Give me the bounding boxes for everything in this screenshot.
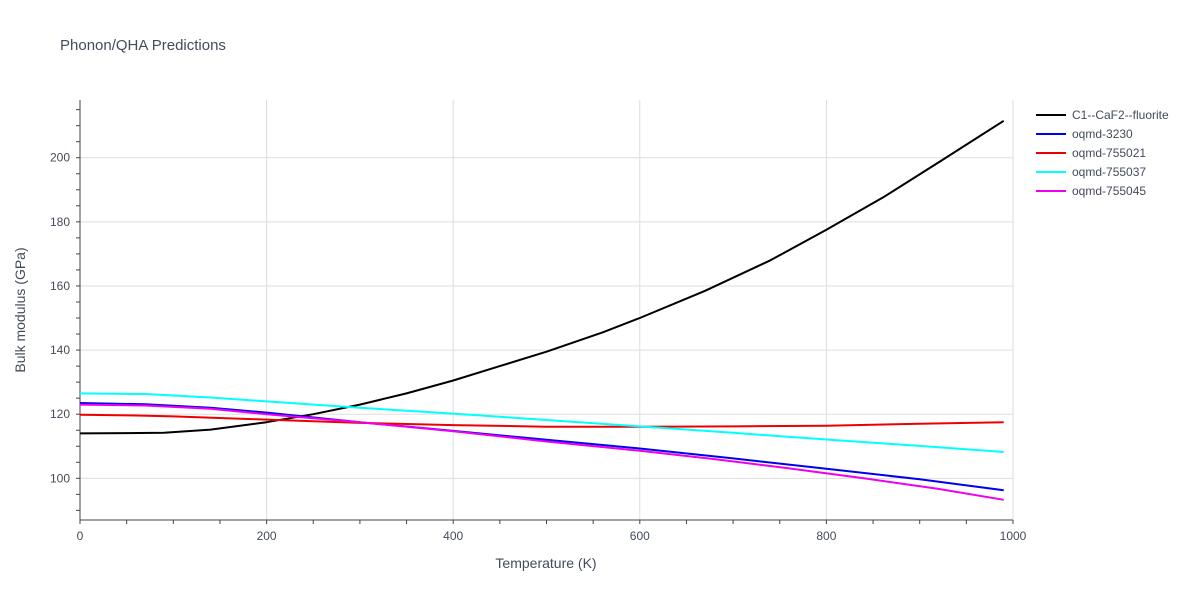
legend-label: oqmd-3230 xyxy=(1072,127,1133,141)
y-tick-label: 160 xyxy=(50,279,70,293)
x-tick-label: 800 xyxy=(816,529,836,543)
chart-title: Phonon/QHA Predictions xyxy=(60,37,226,54)
y-tick-label: 100 xyxy=(50,471,70,485)
y-tick-label: 140 xyxy=(50,343,70,357)
series-line xyxy=(79,392,1004,453)
y-tick-label: 180 xyxy=(50,215,70,229)
x-tick-label: 0 xyxy=(77,529,84,543)
plot-series xyxy=(79,119,1005,501)
legend-label: oqmd-755045 xyxy=(1072,184,1146,198)
series-line xyxy=(79,413,1004,428)
legend-label: C1--CaF2--fluorite xyxy=(1072,108,1169,122)
x-tick-label: 200 xyxy=(257,529,277,543)
legend-label: oqmd-755021 xyxy=(1072,146,1146,160)
x-tick-label: 400 xyxy=(443,529,463,543)
legend[interactable]: C1--CaF2--fluorite oqmd-3230 oqmd-755021 oq… xyxy=(1036,108,1169,198)
x-axis-title: Temperature (K) xyxy=(495,555,596,571)
grid xyxy=(80,100,1014,520)
x-tick-label: 600 xyxy=(630,529,650,543)
series-line xyxy=(79,402,1004,492)
x-tick-label: 1000 xyxy=(1000,529,1027,543)
tick-labels: 0 200 400 600 800 1000 100 120 140 160 180 200 xyxy=(50,151,1027,543)
series-line xyxy=(79,403,1004,501)
y-axis-title: Bulk modulus (GPa) xyxy=(12,247,28,372)
y-tick-label: 120 xyxy=(50,407,70,421)
axes xyxy=(76,100,1014,524)
legend-label: oqmd-755037 xyxy=(1072,165,1146,179)
y-tick-label: 200 xyxy=(50,151,70,165)
series-line xyxy=(79,119,1005,435)
